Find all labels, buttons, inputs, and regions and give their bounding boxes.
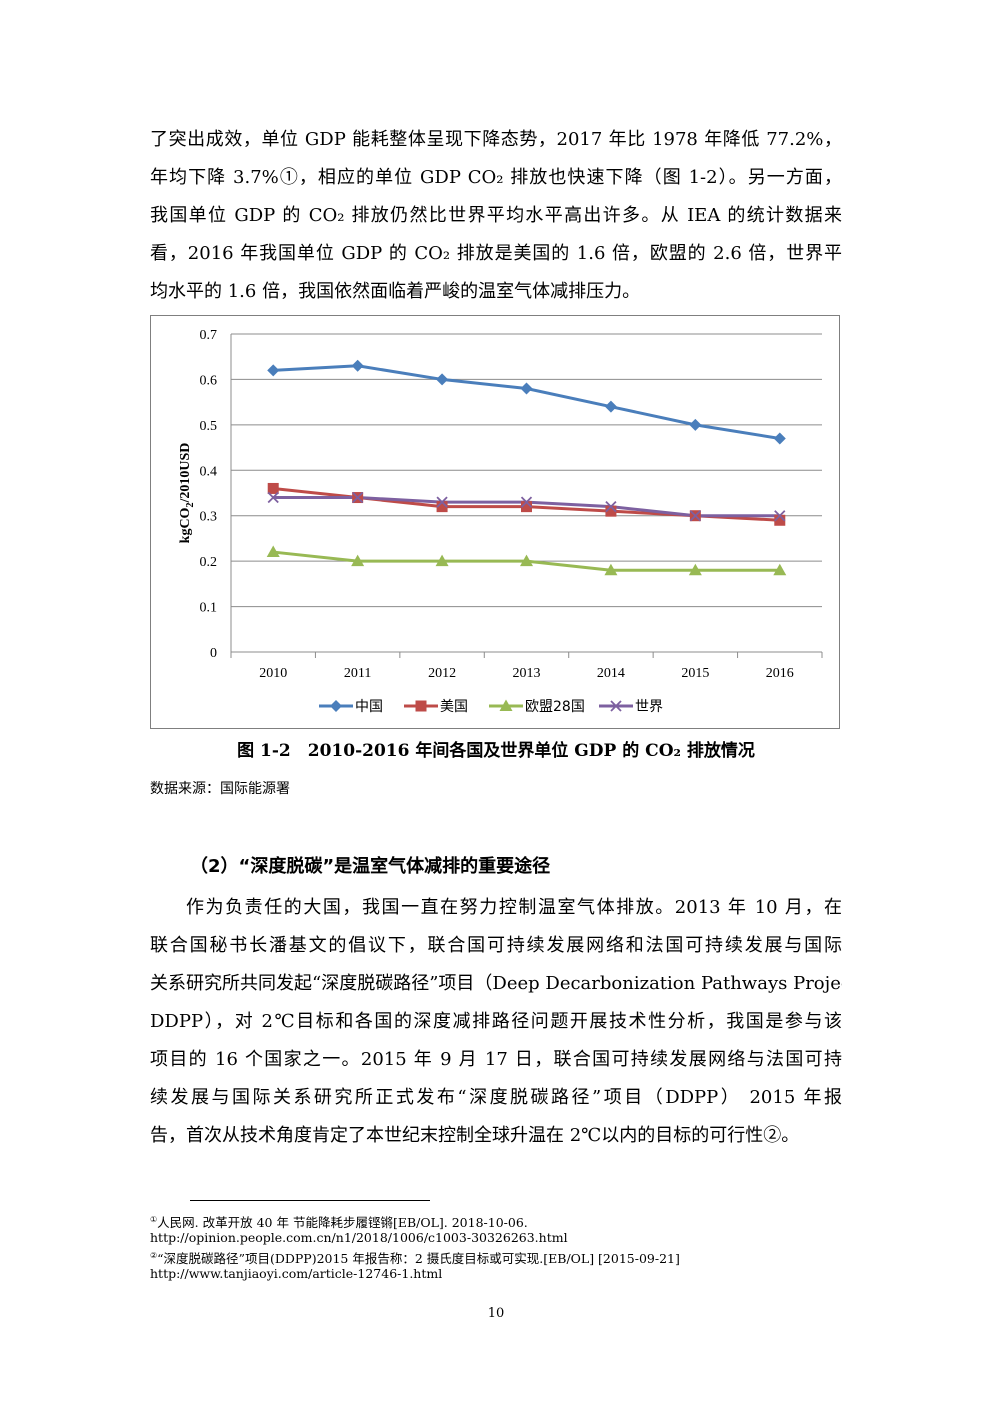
data-point [520,554,533,567]
paragraph-line: 均水平的 1.6 倍，我国依然面临着严峻的温室气体减排压力。 [150,281,641,302]
legend-marker [330,700,342,712]
y-tick-label: 0.1 [200,601,218,616]
footnote-text: 人民网. 改革开放 40 年 节能降耗步履铿锵[EB/OL]. 2018-10-… [157,1215,528,1231]
data-point [436,501,448,513]
paragraph-line: 续发展与国际关系研究所正式发布“深度脱碳路径”项目（DDPP） 2015 年报 [150,1087,842,1108]
footnote-text: “深度脱碳路径”项目(DDPP)2015 年报告称：2 摄氏度目标或可实现.[E… [157,1251,680,1267]
y-tick-label: 0.5 [200,419,218,434]
legend-label: 中国 [355,699,383,715]
x-tick-label: 2015 [681,666,709,681]
data-point [267,482,279,494]
footnote-divider [190,1200,430,1201]
legend-label: 欧盟28国 [525,699,585,715]
figure-caption: 图 1-2 2010-2016 年间各国及世界单位 GDP 的 CO₂ 排放情况 [237,741,755,761]
data-point [521,501,532,513]
y-tick-label: 0.7 [200,328,218,343]
footnote-marker: ② [150,1251,158,1260]
data-point [604,400,617,413]
data-point [435,554,449,567]
legend-marker [415,700,427,712]
data-point [689,510,701,522]
y-tick-label: 0.3 [200,510,218,525]
data-point [436,373,449,386]
data-point [436,496,448,508]
emissions-line-chart: 0 0.1 0.2 0.3 0.4 0.5 0.6 0.7 2010 2011 2012 2013 20… [178,328,823,715]
data-point [604,563,618,576]
paragraph-line: 联合国秘书长潘基文的倡议下，联合国可持续发展网络和法国可持续发展与国际 [150,935,842,956]
paragraph-line: 项目的 16 个国家之一。2015 年 9 月 17 日，联合国可持续发展网络与… [150,1049,842,1070]
data-point [266,545,280,558]
series-line [273,364,781,440]
paragraph-line: DDPP），对 2℃目标和各国的深度减排路径问题开展技术性分析，我国是参与该 [150,1011,842,1032]
data-point [605,505,617,517]
footnote-marker: ① [150,1215,158,1224]
data-point [351,359,364,372]
paragraph-line: 看，2016 年我国单位 GDP 的 CO₂ 排放是美国的 1.6 倍，欧盟的 … [150,243,842,264]
x-tick-label: 2014 [597,666,625,681]
y-tick-label: 0.4 [200,464,218,479]
x-tick-label: 2011 [344,666,371,681]
page-number: 10 [487,1306,505,1321]
x-tick-label: 2016 [766,666,794,681]
body-paragraph-1: 了突出成效，单位 GDP 能耗整体呈现下降态势，2017 年比 1978 年降低… [150,121,842,311]
data-point [773,432,786,445]
data-point [688,563,702,576]
legend-marker [610,700,622,712]
x-tick-label: 2010 [259,666,287,681]
section-heading: （2）“深度脱碳”是温室气体减排的重要途径 [190,856,551,877]
y-tick-label: 0.2 [200,555,218,570]
data-point [774,510,786,522]
body-paragraph-2: 作为负责任的大国，我国一直在努力控制温室气体排放。2013 年 10 月，在 联… [150,889,842,1155]
legend-marker [499,699,513,711]
x-tick-label: 2012 [428,666,456,681]
data-point [267,364,280,377]
data-point [689,418,702,431]
paragraph-line: 关系研究所共同发起“深度脱碳路径”项目（Deep Decarbonization… [150,973,842,994]
data-point [352,491,364,504]
footnote-1: ①人民网. 改革开放 40 年 节能降耗步履铿锵[EB/OL]. 2018-10… [150,1212,528,1231]
paragraph-line: 告，首次从技术角度肯定了本世纪末控制全球升温在 2℃以内的目标的可行性②。 [150,1125,800,1146]
paragraph-line: 我国单位 GDP 的 CO₂ 排放仍然比世界平均水平高出许多。从 IEA 的统计… [150,205,842,226]
data-point [774,514,786,526]
paragraph-line: 作为负责任的大国，我国一直在努力控制温室气体排放。2013 年 10 月，在 [186,897,842,918]
y-axis-label: kgCO2/2010USD [178,443,196,544]
data-point [605,500,617,513]
legend-label: 美国 [440,699,468,715]
data-point [520,496,533,508]
footnote-2-url[interactable]: http://www.tanjiaoyi.com/article-12746-1… [150,1266,443,1281]
data-source: 数据来源：国际能源署 [150,781,290,797]
data-point [773,563,787,576]
data-point [267,491,279,504]
y-tick-label: 0.6 [200,373,218,388]
legend-label: 世界 [635,699,663,715]
data-point [520,382,533,395]
x-tick-label: 2013 [513,666,541,681]
footnote-1-url[interactable]: http://opinion.people.com.cn/n1/2018/100… [150,1230,568,1245]
data-point [351,554,365,567]
footnote-2: ②“深度脱碳路径”项目(DDPP)2015 年报告称：2 摄氏度目标或可实现.[… [150,1248,680,1267]
y-tick-label: 0 [210,646,217,661]
paragraph-line: 了突出成效，单位 GDP 能耗整体呈现下降态势，2017 年比 1978 年降低… [150,129,842,150]
chart-frame: 0 0.1 0.2 0.3 0.4 0.5 0.6 0.7 2010 2011 2012 2013 20… [150,315,840,729]
paragraph-line: 年均下降 3.7%①，相应的单位 GDP CO₂ 排放也快速下降（图 1-2）。… [150,167,842,188]
